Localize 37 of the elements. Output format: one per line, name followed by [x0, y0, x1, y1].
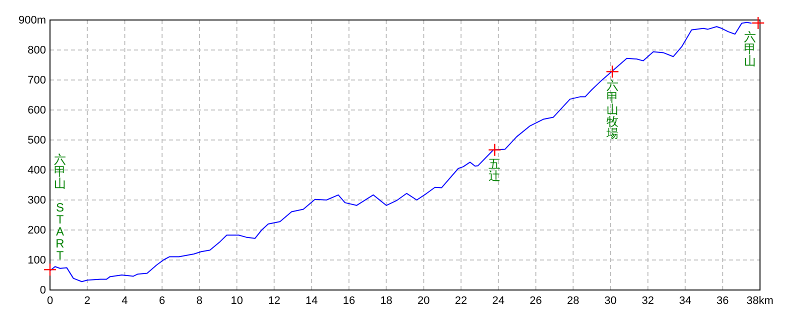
- x-tick-label: 34: [679, 294, 692, 307]
- x-tick-label: 8: [196, 294, 203, 307]
- x-tick-label: 6: [159, 294, 166, 307]
- y-tick-label: 300: [28, 194, 46, 207]
- x-tick-label: 18: [380, 294, 392, 307]
- y-tick-label: 800: [28, 44, 46, 57]
- point: [488, 143, 502, 156]
- y-tick-label: 200: [28, 224, 46, 237]
- y-tick-label: 0: [40, 284, 46, 297]
- annotation: 五辻: [488, 156, 501, 183]
- x-tick-label: 14: [305, 294, 318, 307]
- x-tick-label: 10: [230, 294, 243, 307]
- y-tick-label: 600: [28, 104, 46, 117]
- point: [43, 263, 57, 276]
- y-tick-label: 900m: [18, 14, 46, 27]
- y-tick-label: 100: [28, 254, 46, 267]
- annotation: 六甲山: [744, 30, 756, 68]
- y-tick-label: 700: [28, 74, 46, 87]
- x-tick-label: 36: [716, 294, 729, 307]
- x-tick-label: 4: [122, 294, 128, 307]
- x-tick-label: 2: [84, 294, 90, 307]
- x-tick-label: 38km: [746, 294, 774, 307]
- y-tick-label: 400: [28, 164, 46, 177]
- x-tick-label: 26: [530, 294, 542, 307]
- x-tick-label: 32: [642, 294, 654, 307]
- x-tick-label: 30: [604, 294, 617, 307]
- point: [606, 65, 619, 78]
- point: [752, 16, 765, 30]
- x-tick-label: 28: [567, 294, 580, 307]
- x-tick-label: 24: [492, 294, 505, 307]
- x-tick-label: 12: [268, 294, 280, 307]
- y-tick-label: 500: [28, 134, 46, 147]
- x-tick-label: 16: [342, 294, 356, 307]
- annotation: 六甲山 START: [54, 152, 66, 263]
- x-tick-label: 20: [418, 294, 430, 307]
- annotation: 六甲山牧場: [605, 78, 618, 141]
- x-tick-label: 22: [454, 294, 468, 307]
